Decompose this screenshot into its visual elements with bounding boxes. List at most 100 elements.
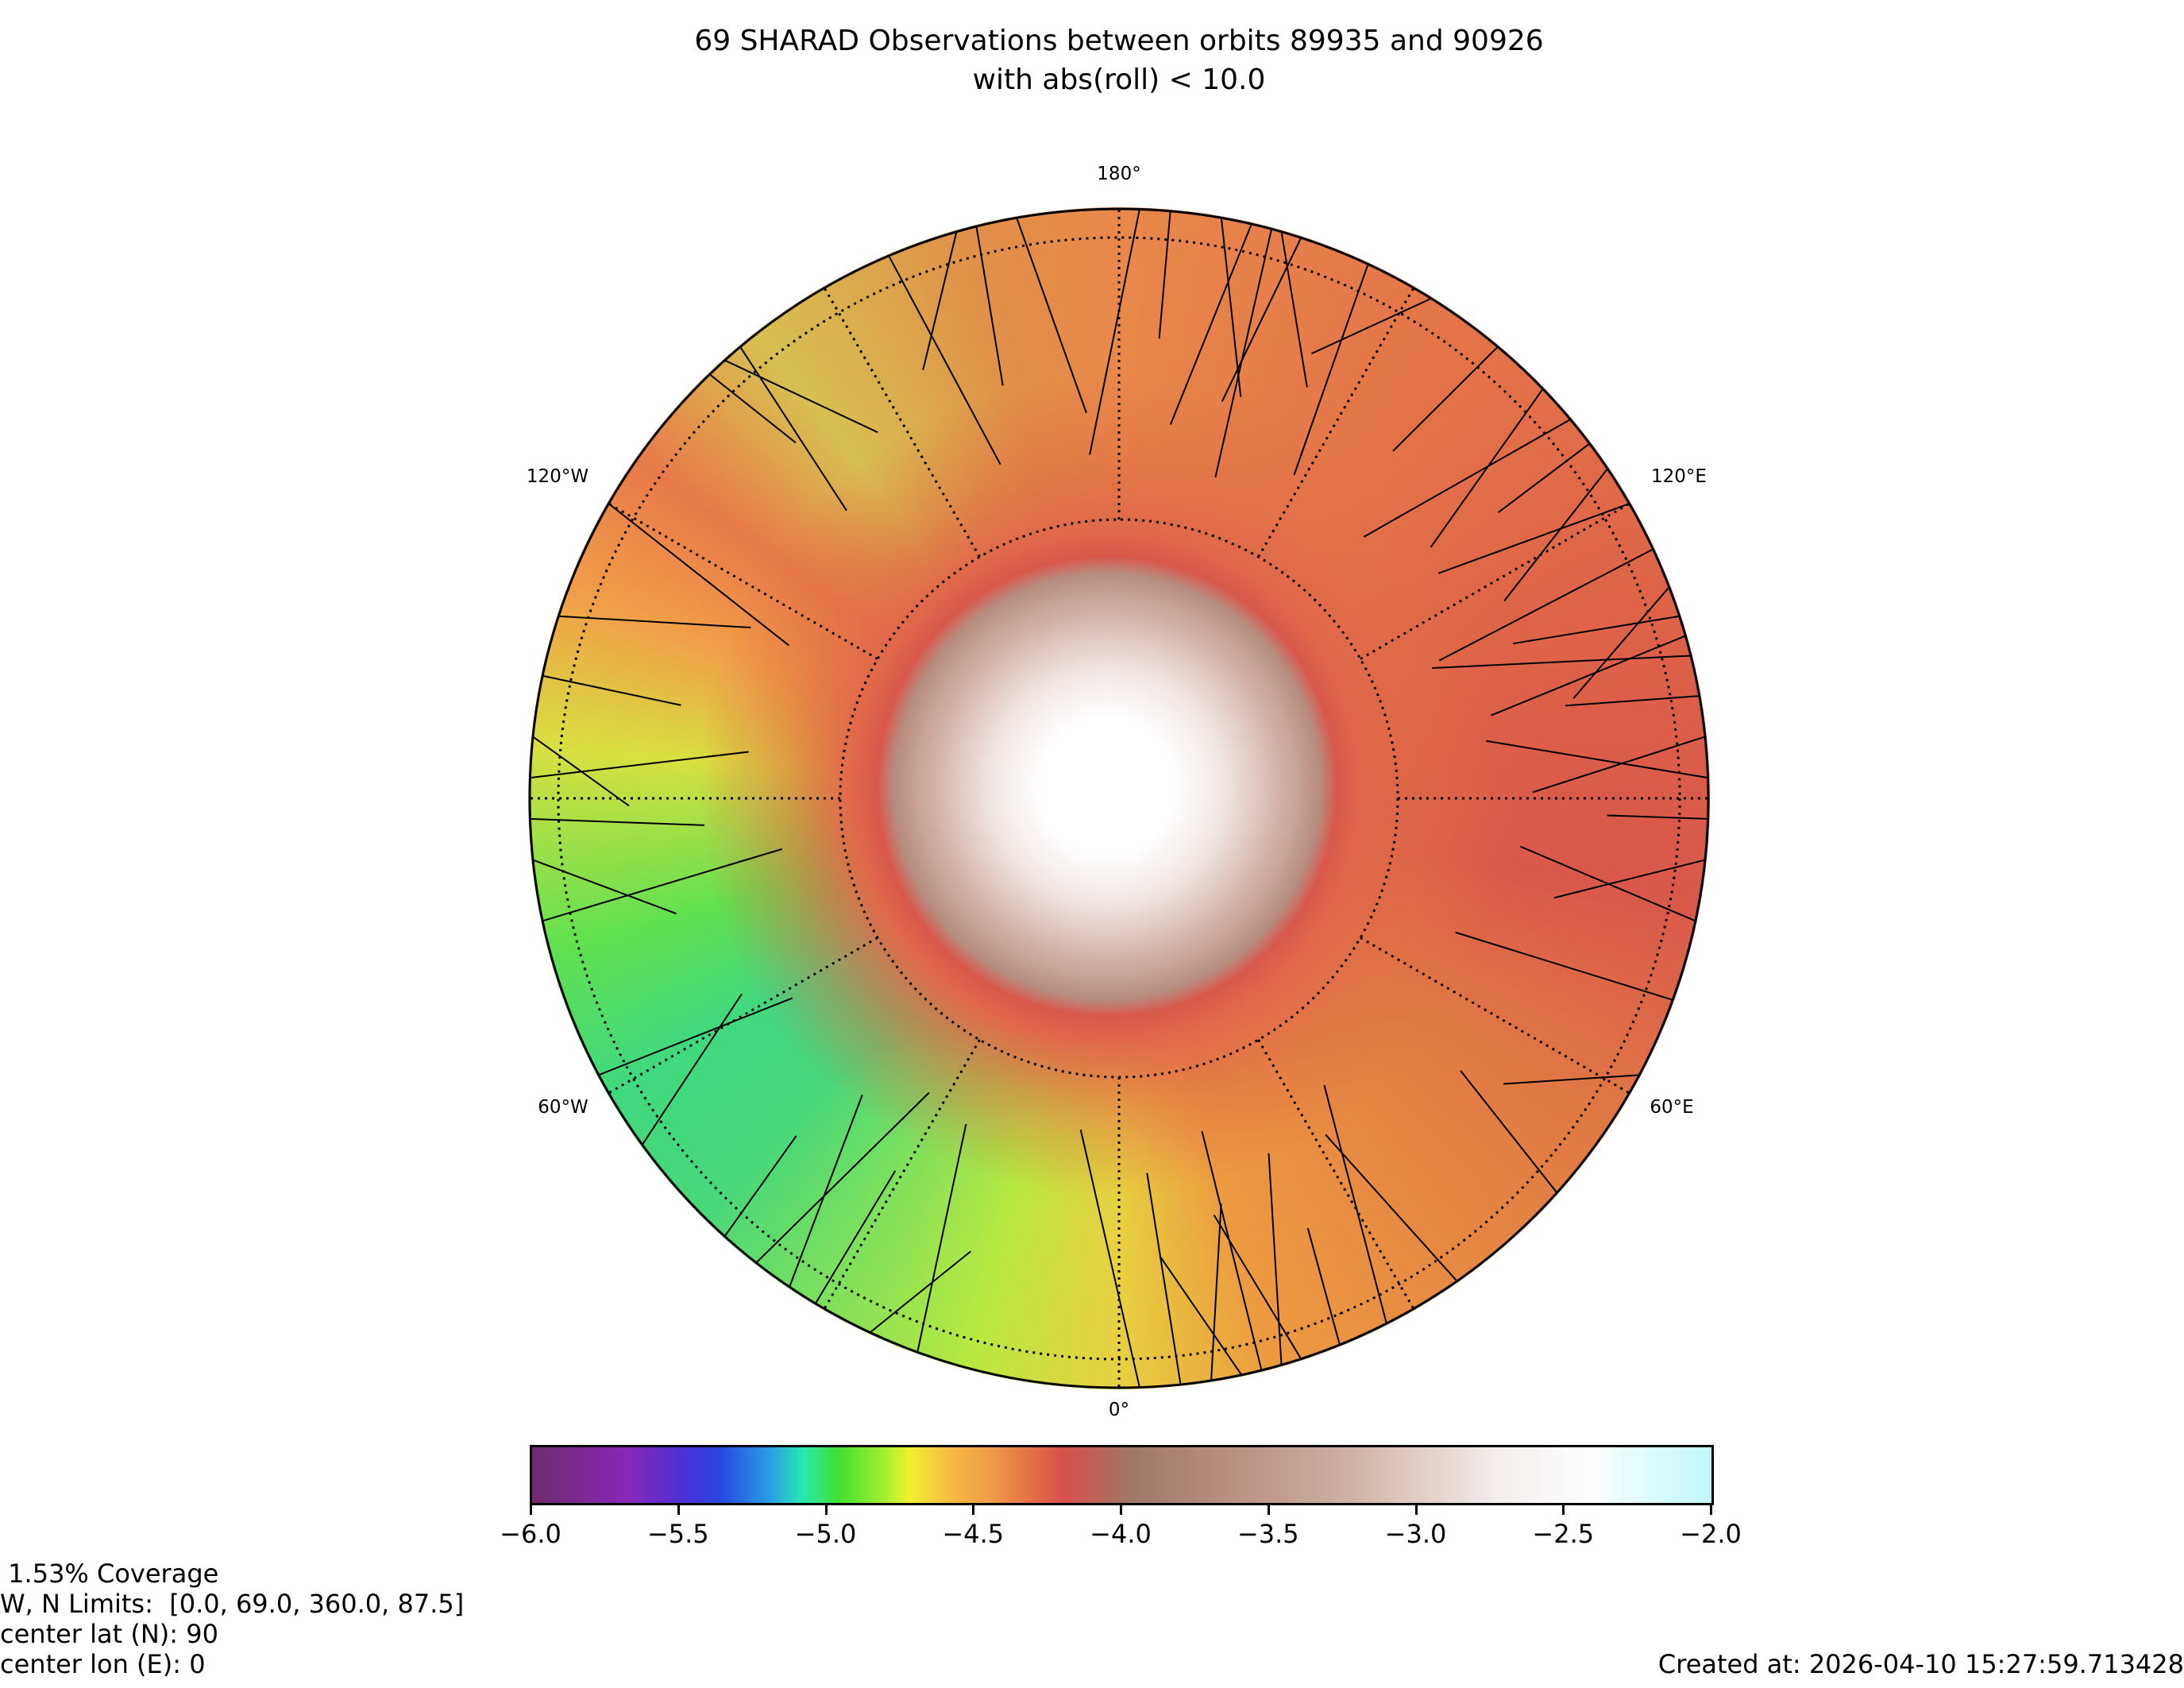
parallel-line bbox=[557, 236, 1681, 1361]
ground-track bbox=[1079, 1129, 1140, 1388]
polar-map bbox=[528, 207, 1710, 1389]
ground-track bbox=[1532, 736, 1706, 794]
colorbar-tick-label: −5.0 bbox=[794, 1519, 857, 1549]
graticule bbox=[530, 209, 1708, 1388]
colorbar-tick bbox=[972, 1504, 975, 1515]
lon-label-60w: 60°W bbox=[538, 1097, 588, 1118]
ground-track bbox=[1432, 655, 1692, 669]
colorbar-tick-label: −6.0 bbox=[500, 1519, 561, 1549]
created-timestamp: Created at: 2026-04-10 15:27:59.713428 bbox=[1657, 1649, 2184, 1679]
ground-track bbox=[1512, 615, 1680, 645]
map-overlay bbox=[528, 207, 1710, 1389]
ground-track bbox=[1323, 1084, 1387, 1324]
ground-track bbox=[789, 1095, 863, 1288]
ground-track bbox=[755, 1091, 930, 1264]
colorbar-tick bbox=[1562, 1504, 1565, 1515]
ground-track bbox=[724, 359, 878, 434]
ground-track bbox=[1306, 1227, 1341, 1346]
meridian-line bbox=[608, 502, 878, 660]
ground-track bbox=[916, 1123, 967, 1353]
ground-track bbox=[1572, 586, 1670, 699]
colorbar-tick-label: −3.0 bbox=[1384, 1519, 1447, 1549]
meridian-line bbox=[823, 287, 981, 558]
ground-track bbox=[1213, 1215, 1302, 1360]
colorbar-tick bbox=[1710, 1504, 1712, 1515]
ground-track bbox=[1210, 1203, 1222, 1381]
ground-track bbox=[1438, 548, 1653, 662]
ground-track bbox=[608, 503, 790, 647]
ground-track bbox=[558, 615, 751, 629]
meridian-line bbox=[1257, 287, 1415, 558]
ground-track bbox=[598, 997, 793, 1076]
ground-track bbox=[1553, 859, 1706, 899]
ground-track bbox=[888, 255, 1001, 465]
ground-track bbox=[1089, 209, 1140, 455]
colorbar-tick bbox=[677, 1504, 680, 1515]
ground-track bbox=[1460, 1070, 1558, 1194]
colorbar-tick-label: −4.0 bbox=[1090, 1519, 1152, 1549]
ground-track bbox=[542, 848, 783, 922]
colorbar bbox=[530, 1445, 1714, 1505]
meridian-line bbox=[1360, 937, 1630, 1095]
colorbar-tick bbox=[530, 1504, 532, 1515]
ground-track bbox=[1214, 229, 1273, 478]
colorbar-tick-label: −5.5 bbox=[646, 1519, 709, 1549]
ground-track bbox=[1491, 635, 1686, 717]
parallel-line bbox=[839, 518, 1399, 1079]
ground-track bbox=[1607, 814, 1708, 820]
ground-track bbox=[1392, 346, 1499, 452]
ground-track bbox=[1169, 223, 1252, 425]
ground-track bbox=[1221, 237, 1302, 403]
ground-tracks bbox=[530, 209, 1708, 1388]
lon-label-0: 0° bbox=[1108, 1400, 1130, 1420]
colorbar-tick bbox=[1414, 1504, 1418, 1515]
ground-track bbox=[1325, 1134, 1458, 1282]
center-lat-text: center lat (N): 90 bbox=[0, 1619, 218, 1649]
lon-label-120w: 120°W bbox=[526, 466, 589, 487]
meridian-line bbox=[1360, 502, 1630, 660]
coverage-text: 1.53% Coverage bbox=[0, 1559, 219, 1589]
chart-title-line2: with abs(roll) < 10.0 bbox=[972, 64, 1266, 96]
ground-track bbox=[1158, 211, 1171, 339]
ground-track bbox=[1146, 1172, 1182, 1385]
lon-label-120e: 120°E bbox=[1651, 466, 1707, 487]
colorbar-tick-label: −2.5 bbox=[1532, 1519, 1595, 1549]
ground-track bbox=[723, 1135, 797, 1237]
ground-track bbox=[1503, 1074, 1640, 1085]
ground-track bbox=[1363, 419, 1571, 538]
ground-track bbox=[542, 674, 681, 706]
ground-track bbox=[1310, 297, 1432, 355]
ground-track bbox=[530, 751, 749, 779]
ground-track bbox=[641, 993, 743, 1145]
ground-track bbox=[1503, 468, 1608, 602]
colorbar-tick bbox=[824, 1504, 828, 1515]
ground-track bbox=[1159, 1256, 1243, 1376]
ground-track bbox=[739, 346, 847, 512]
ground-track bbox=[1437, 503, 1630, 574]
ground-track bbox=[975, 226, 1004, 386]
ground-track bbox=[869, 1250, 971, 1334]
ground-track bbox=[1220, 218, 1242, 397]
ground-track bbox=[1280, 231, 1308, 388]
colorbar-tick-label: −3.5 bbox=[1237, 1519, 1299, 1549]
meridian-line bbox=[823, 1039, 981, 1310]
limits-text: W, N Limits: [0.0, 69.0, 360.0, 87.5] bbox=[0, 1589, 465, 1619]
chart-title-line1: 69 SHARAD Observations between orbits 89… bbox=[694, 25, 1544, 57]
lon-label-180: 180° bbox=[1097, 164, 1141, 184]
ground-track bbox=[532, 859, 677, 915]
ground-track bbox=[1268, 1153, 1283, 1365]
ground-track bbox=[814, 1170, 897, 1304]
ground-track bbox=[1201, 1130, 1263, 1371]
meridian-line bbox=[1257, 1039, 1415, 1310]
colorbar-tick bbox=[1267, 1504, 1270, 1515]
map-boundary bbox=[528, 207, 1710, 1389]
ground-track bbox=[1430, 388, 1544, 548]
ground-track bbox=[1497, 442, 1591, 513]
colorbar-tick-label: −4.5 bbox=[942, 1519, 1005, 1549]
ground-track bbox=[922, 231, 958, 371]
ground-track bbox=[1016, 217, 1087, 414]
ground-track bbox=[1565, 695, 1700, 707]
colorbar-tick bbox=[1120, 1504, 1122, 1515]
lon-label-60e: 60°E bbox=[1650, 1097, 1694, 1118]
ground-track bbox=[1455, 931, 1673, 1001]
